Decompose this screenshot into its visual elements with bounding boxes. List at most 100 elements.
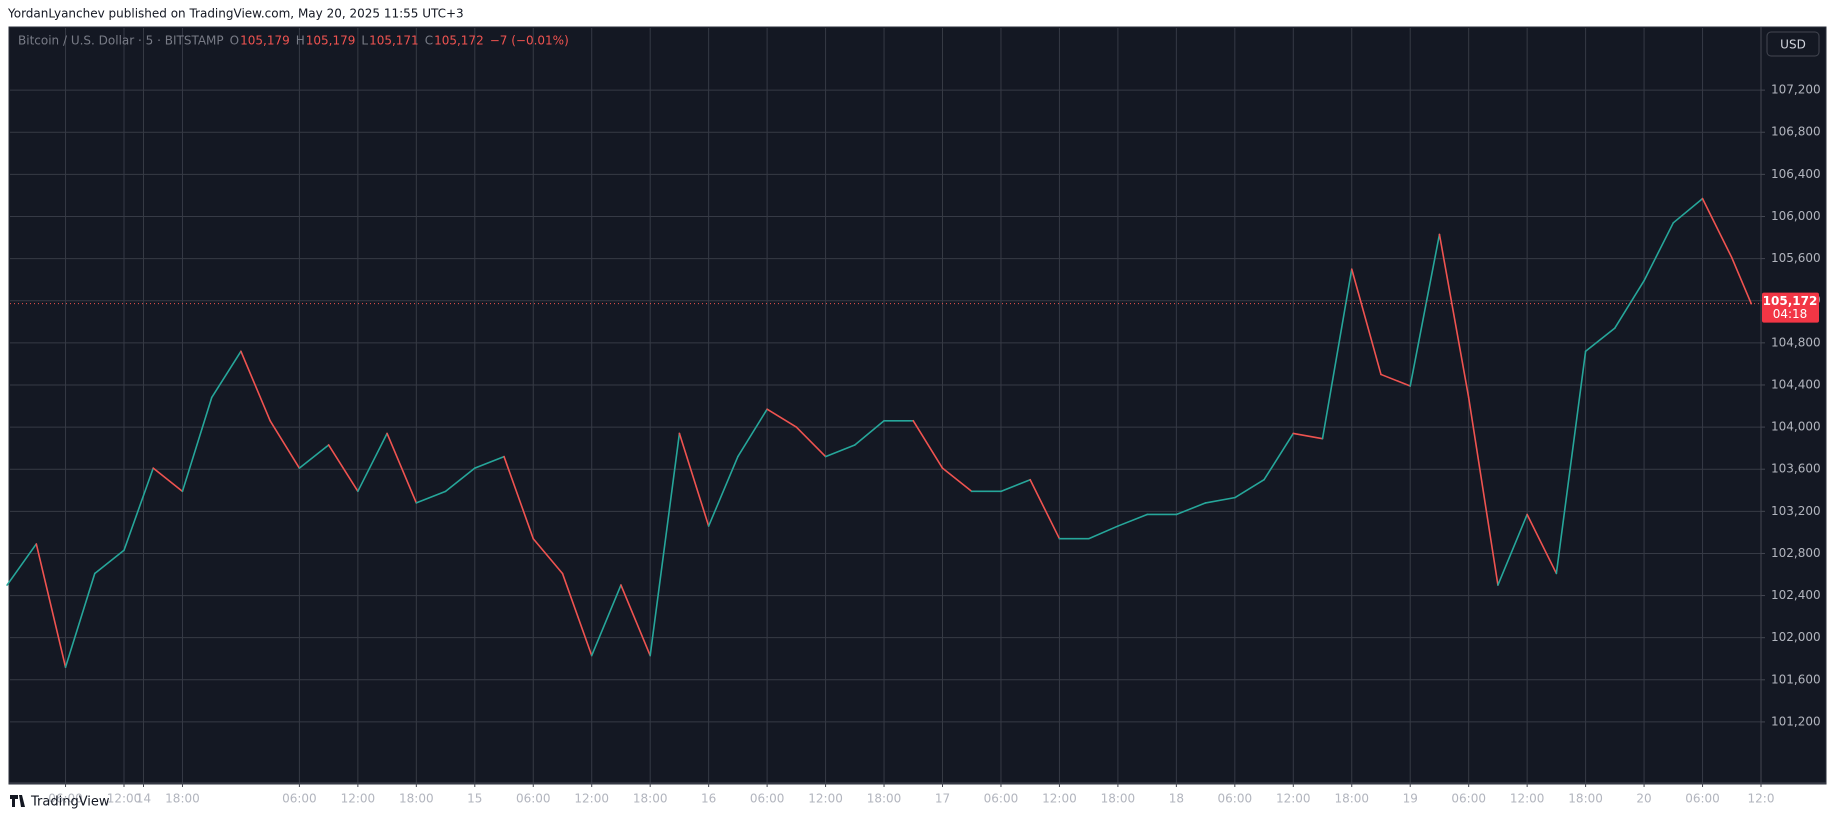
logo (10, 795, 25, 807)
y-tick-label: 104,000 (1771, 420, 1821, 434)
x-tick-label: 18:00 (867, 792, 902, 806)
price-label: 105,172 (1763, 294, 1818, 308)
x-tick-label: 18 (1169, 792, 1184, 806)
x-tick-label: 12:00 (107, 792, 142, 806)
x-tick-label: 12:00 (1042, 792, 1077, 806)
price-segment (620, 584, 651, 657)
x-tick-label: 18:00 (165, 792, 200, 806)
currency-label: USD (1780, 38, 1806, 52)
price-segment (1497, 513, 1528, 586)
price-segment (152, 467, 184, 493)
y-tick-label: 102,000 (1771, 630, 1821, 644)
price-segment (1672, 197, 1704, 224)
x-tick-label: 06:00 (1451, 792, 1486, 806)
x-tick-label: 06:00 (516, 792, 551, 806)
price-segment (1117, 513, 1148, 527)
chart-pane (8, 26, 1827, 785)
price-segment (64, 572, 96, 668)
legend-key: H (296, 34, 305, 48)
price-segment (503, 455, 535, 540)
price-segment (532, 537, 564, 575)
x-tick-label: 06:00 (1685, 792, 1720, 806)
price-segment (123, 467, 155, 552)
y-tick-label: 106,400 (1771, 167, 1821, 181)
grid: 101,200 101,600 102,000 102,400 102,800 103,2… (10, 28, 1821, 806)
y-tick-label: 102,800 (1771, 546, 1821, 560)
x-tick-label: 12:00 (341, 792, 376, 806)
price-segment (269, 419, 301, 469)
footer-brand: TradingView (30, 795, 110, 810)
price-segment (473, 455, 505, 469)
price-segment (678, 432, 710, 527)
currency-button[interactable] (1766, 31, 1820, 57)
y-tick-label: 101,600 (1771, 672, 1821, 686)
x-tick-label: 20 (1636, 792, 1651, 806)
price-segment (1321, 268, 1353, 440)
price-label-box (1762, 292, 1819, 323)
price-segment (941, 467, 973, 493)
legend-symbol: Bitcoin / U.S. Dollar · 5 · BITSTAMP (18, 34, 224, 48)
legend-change: −7 (−0.01%) (490, 34, 569, 48)
y-tick-label: 104,400 (1771, 377, 1821, 391)
y-tick-label: 102,400 (1771, 588, 1821, 602)
x-tick-label: 18:00 (1568, 792, 1603, 806)
legend-key: L (361, 34, 368, 48)
x-tick-label: 16 (701, 792, 716, 806)
x-tick-label: 06:00 (750, 792, 785, 806)
price-segment (444, 467, 476, 493)
price-segment (1526, 513, 1558, 575)
y-tick-label: 103,600 (1771, 462, 1821, 476)
legend-value: 105,179 (306, 34, 356, 48)
price-segment (649, 432, 681, 657)
price-segment (561, 572, 593, 657)
publish-header: YordanLyanchev published on TradingView.… (7, 7, 464, 21)
price-segment (1292, 432, 1324, 440)
x-tick-label: 18:00 (399, 792, 434, 806)
price-segment (181, 396, 213, 493)
y-tick-label: 101,200 (1771, 714, 1821, 728)
price-segment (1263, 432, 1295, 481)
x-tick-label: 18:00 (1334, 792, 1369, 806)
x-tick-label: 18:00 (1101, 792, 1136, 806)
x-tick-label: 18:00 (633, 792, 668, 806)
legend-key: O (230, 34, 239, 48)
price-segment (298, 444, 330, 469)
x-tick-label: 19 (1403, 792, 1418, 806)
price-segment (357, 432, 388, 493)
x-tick-label: 15 (467, 792, 482, 806)
legend-key: C (425, 34, 433, 48)
price-segment (93, 549, 125, 575)
price-segment (1350, 268, 1382, 376)
price-segment (415, 490, 447, 504)
price-segment (737, 408, 768, 458)
price-segment (1380, 373, 1412, 387)
legend-value: 105,172 (434, 34, 484, 48)
logo-mark (10, 795, 25, 807)
price-segment (1000, 478, 1031, 493)
x-tick-label: 12:0 (1748, 792, 1775, 806)
x-tick-label: 14 (136, 792, 151, 806)
price-segment (210, 350, 242, 399)
price-segment (1701, 197, 1733, 259)
price-segment (1409, 233, 1441, 387)
plot (6, 197, 1761, 668)
legend-value: 105,171 (369, 34, 419, 48)
price-countdown: 04:18 (1773, 307, 1808, 321)
price-segment (1467, 396, 1499, 586)
y-tick-label: 106,800 (1771, 125, 1821, 139)
price-segment (590, 584, 622, 657)
price-segment (1087, 525, 1119, 540)
x-tick-label: 17 (935, 792, 950, 806)
price-segment (824, 444, 856, 458)
x-tick-label: 06:00 (984, 792, 1019, 806)
price-segment (1204, 496, 1236, 504)
price-segment (766, 408, 798, 428)
price-segment (1643, 222, 1675, 282)
price-segment (707, 455, 739, 527)
price-segment (854, 419, 885, 446)
y-tick-label: 107,200 (1771, 83, 1821, 97)
x-tick-label: 12:00 (574, 792, 609, 806)
price-segment (912, 419, 944, 469)
